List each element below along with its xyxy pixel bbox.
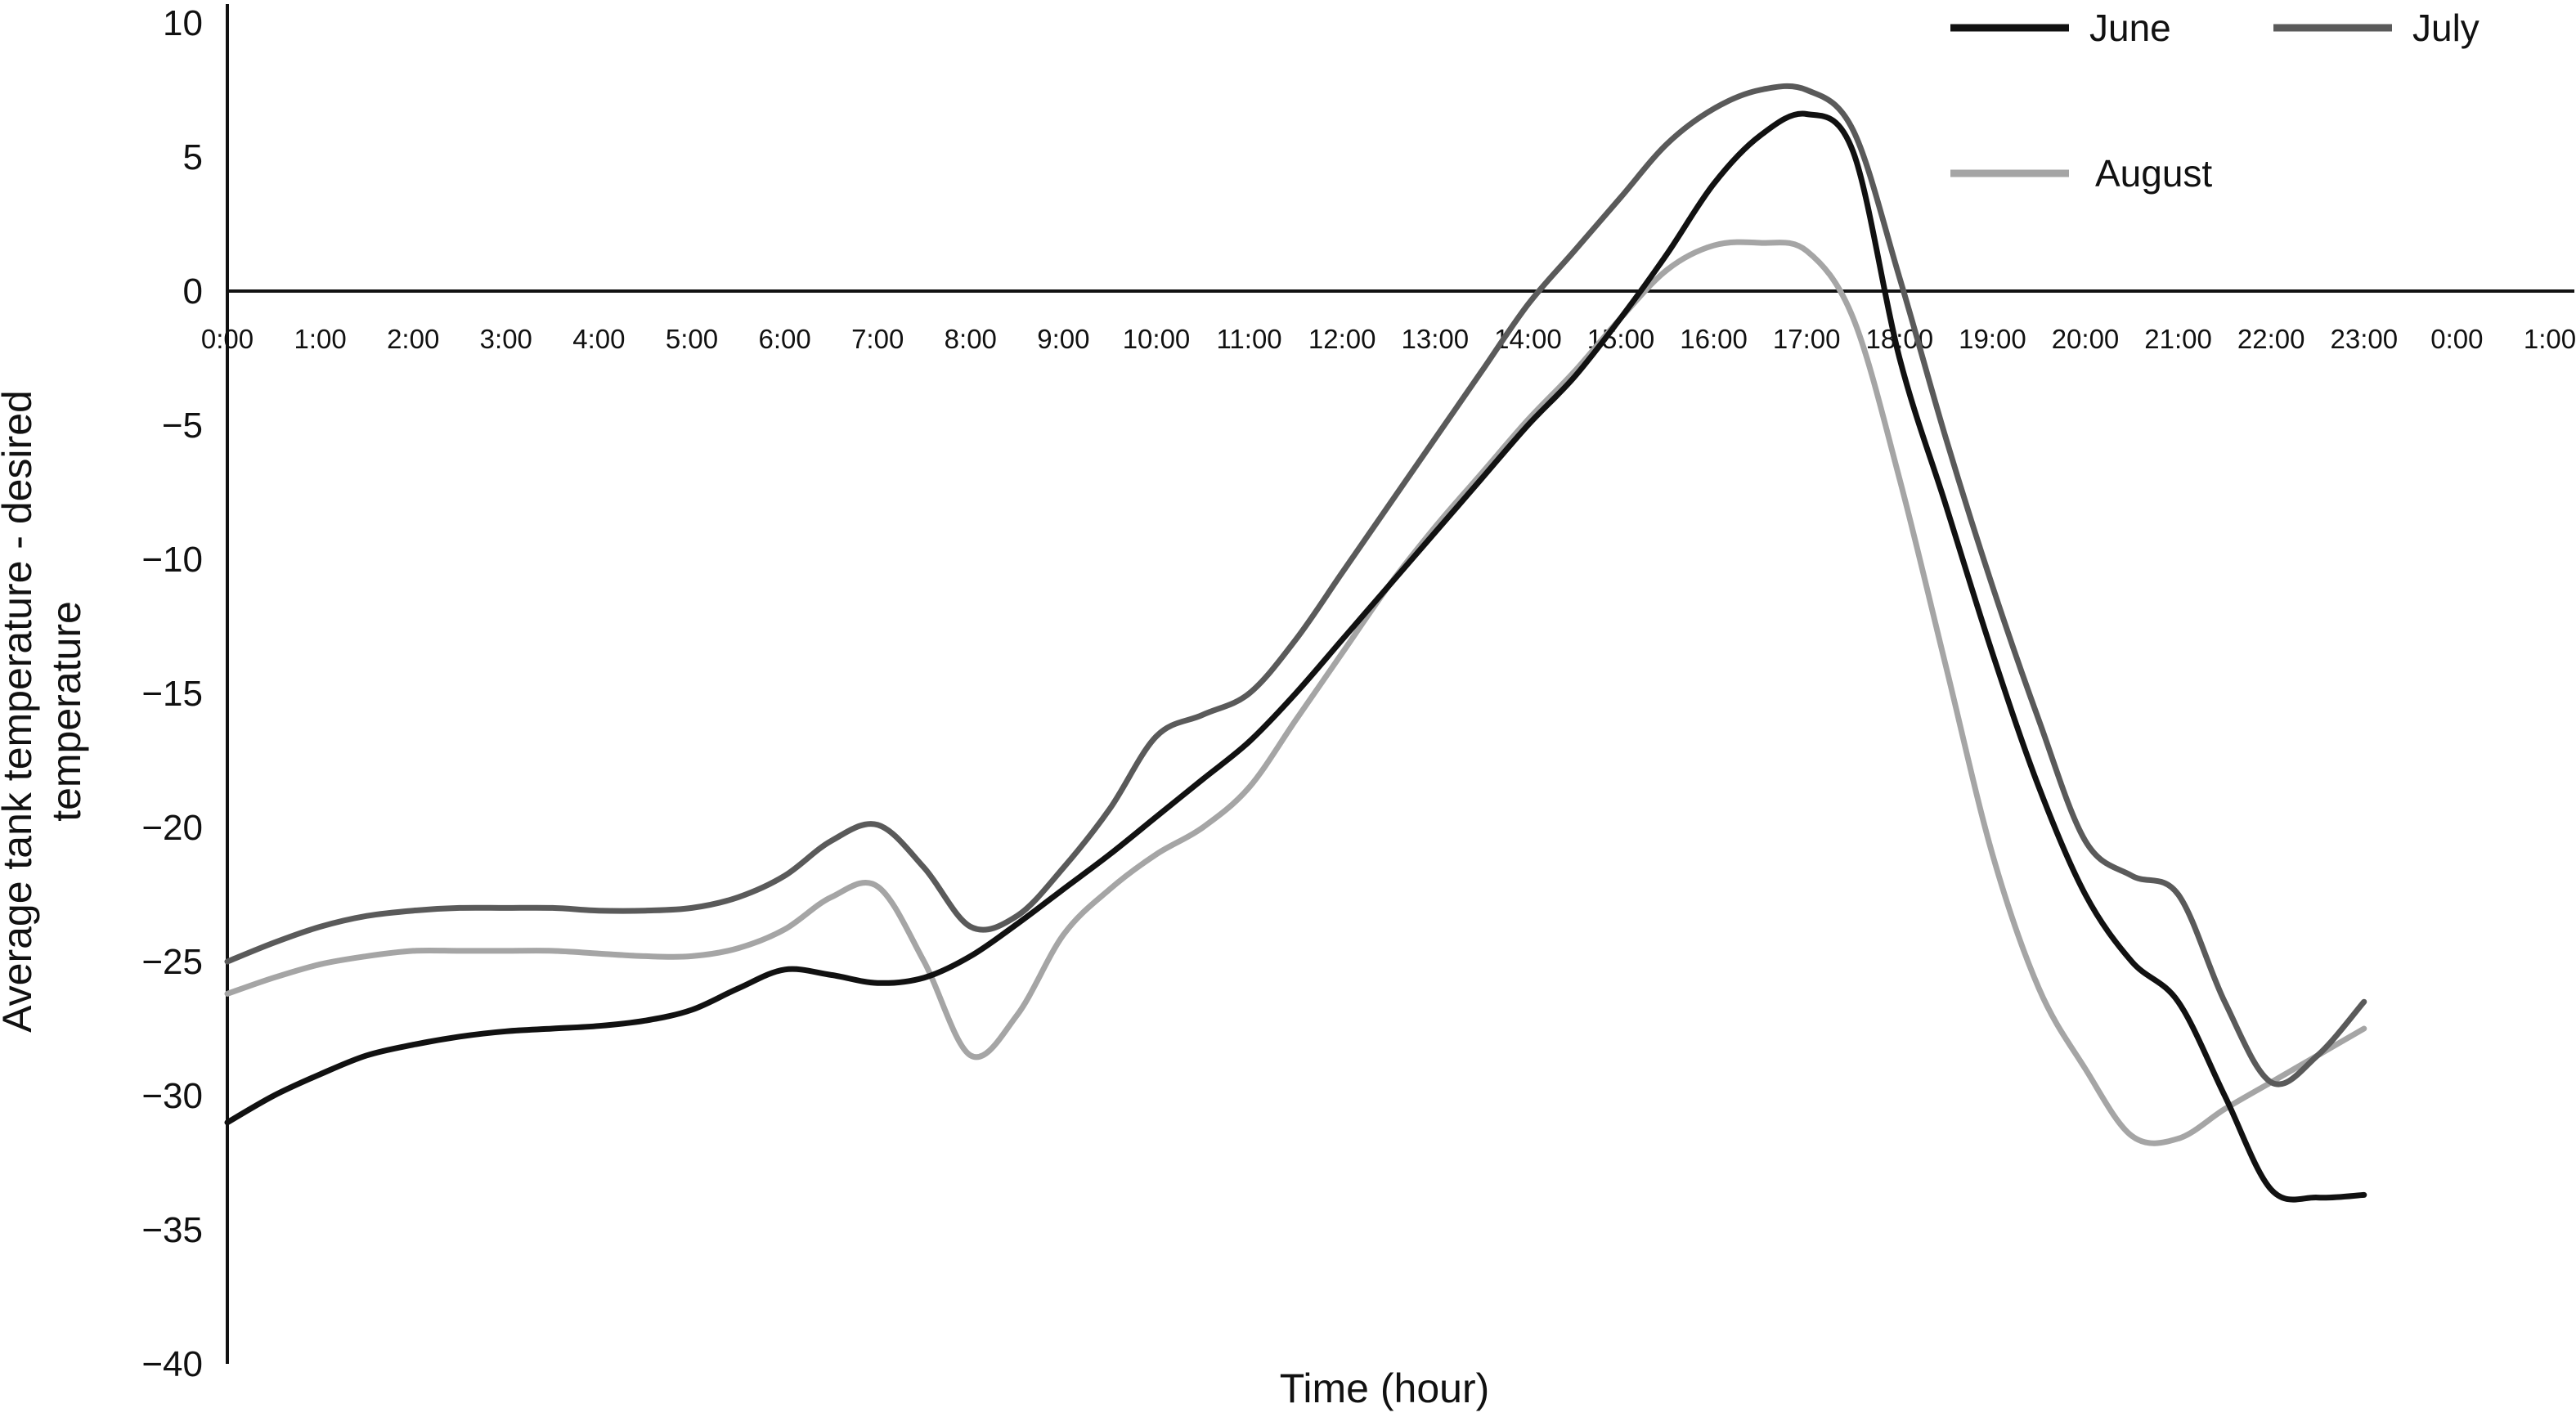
y-tick-label: −40: [141, 1344, 203, 1384]
x-tick-label: 9:00: [1037, 324, 1089, 354]
y-axis-title-line-1: Average tank temperature - desired: [0, 390, 40, 1033]
x-tick-label: 7:00: [851, 324, 904, 354]
y-tick-label: −30: [141, 1076, 203, 1116]
y-tick-label: −5: [162, 406, 203, 446]
y-tick-label: −35: [141, 1210, 203, 1250]
x-tick-label: 16:00: [1680, 324, 1748, 354]
x-tick-label: 19:00: [1959, 324, 2026, 354]
y-axis-title: Average tank temperature - desired tempe…: [0, 390, 89, 1033]
x-tick-label: 1:00: [294, 324, 346, 354]
y-tick-label: 5: [183, 137, 203, 177]
x-tick-label: 2:00: [387, 324, 439, 354]
series-lines: [224, 83, 2367, 1203]
y-tick-label: −25: [141, 942, 203, 982]
x-tick-label: 22:00: [2237, 324, 2305, 354]
legend-label-july: July: [2412, 7, 2480, 49]
x-tick-label: 1:00: [2524, 324, 2576, 354]
x-tick-label: 20:00: [2052, 324, 2120, 354]
legend-label-june: June: [2089, 7, 2171, 49]
legend: June July August: [1950, 7, 2480, 195]
y-axis-ticks: 10 5 0 −5 −10 −15 −20 −25 −30 −35 −40: [141, 3, 203, 1384]
x-tick-label: 12:00: [1308, 324, 1376, 354]
x-tick-label: 13:00: [1402, 324, 1470, 354]
x-tick-label: 10:00: [1123, 324, 1191, 354]
y-tick-label: −15: [141, 674, 203, 714]
y-tick-label: 0: [183, 271, 203, 312]
x-tick-label: 11:00: [1217, 324, 1282, 354]
x-tick-label: 5:00: [666, 324, 718, 354]
x-tick-label: 4:00: [572, 324, 625, 354]
y-tick-label: 10: [163, 3, 203, 43]
y-axis-title-line-2: temperature: [43, 601, 89, 822]
y-tick-label: −20: [141, 808, 203, 848]
x-tick-label: 0:00: [2430, 324, 2483, 354]
series-line-august: [224, 239, 2367, 1146]
x-tick-label: 6:00: [758, 324, 810, 354]
x-tick-label: 8:00: [945, 324, 997, 354]
x-tick-label: 21:00: [2144, 324, 2212, 354]
series-line-june: [224, 110, 2367, 1203]
x-axis-ticks: 0:00 1:00 2:00 3:00 4:00 5:00 6:00 7:00 8:00 9:00…: [201, 324, 2576, 354]
series-line-july: [224, 83, 2367, 1087]
x-tick-label: 23:00: [2331, 324, 2399, 354]
x-tick-label: 17:00: [1773, 324, 1841, 354]
legend-label-august: August: [2095, 152, 2212, 195]
y-tick-label: −10: [141, 540, 203, 580]
x-axis-title: Time (hour): [1280, 1365, 1490, 1411]
x-tick-label: 3:00: [480, 324, 532, 354]
